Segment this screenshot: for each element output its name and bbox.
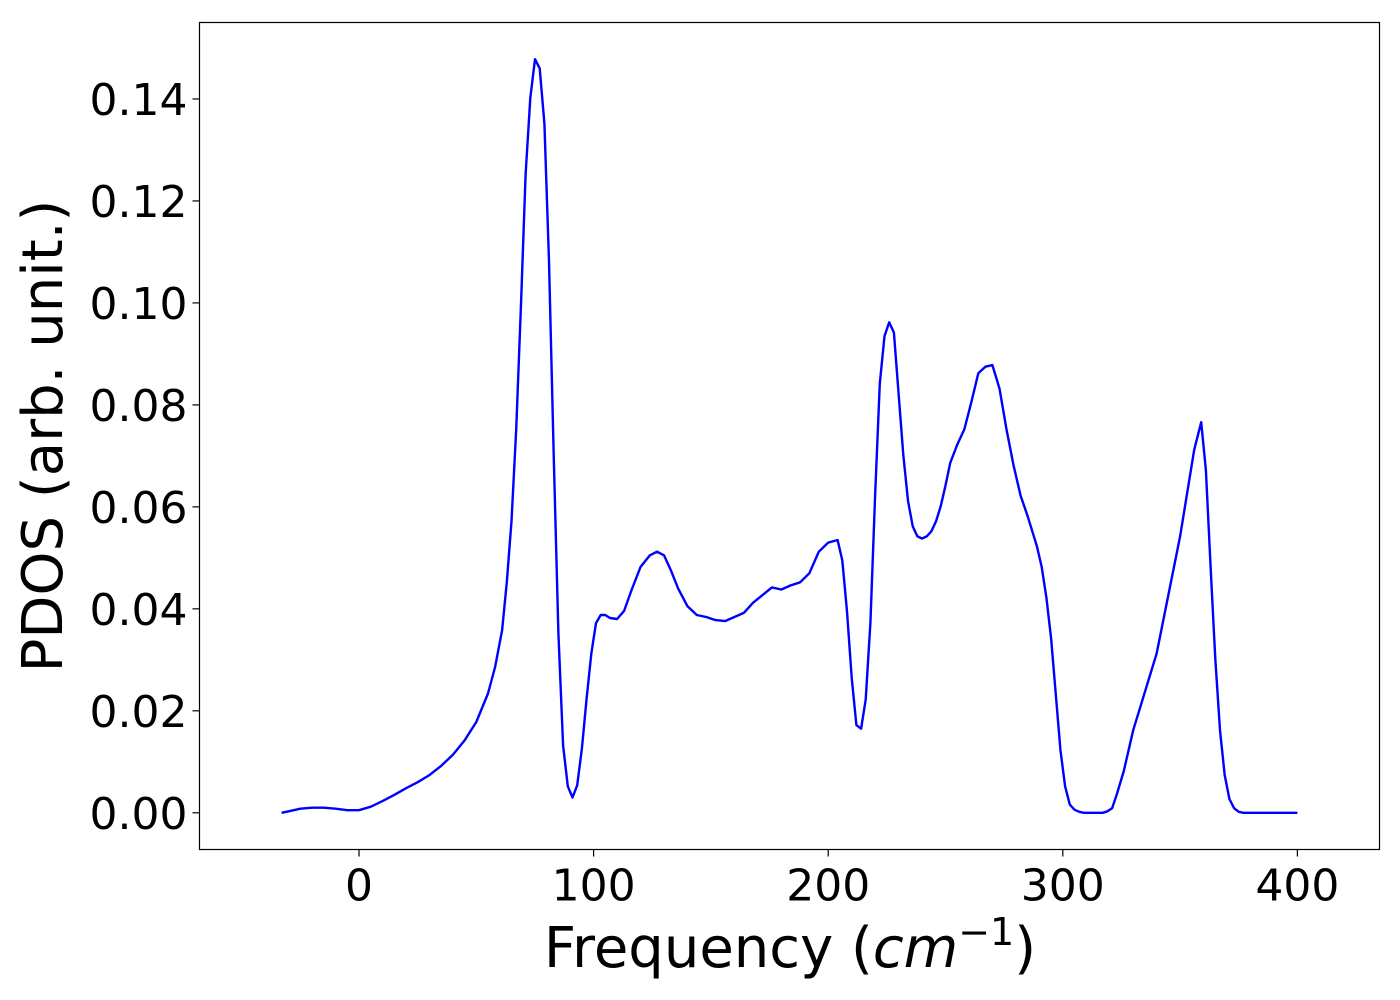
y-axis-title: PDOS (arb. unit.) [11, 200, 76, 673]
x-axis-title-exponent: −1 [958, 910, 1014, 954]
x-tick-label: 300 [1021, 861, 1105, 912]
pdos-line [281, 58, 1298, 814]
x-axis-title: Frequency (cm−1) [544, 910, 1036, 981]
y-tick-label: 0.14 [90, 75, 188, 126]
x-tick-label: 100 [552, 861, 636, 912]
y-tick-label: 0.02 [90, 687, 188, 738]
series-layer [281, 58, 1298, 814]
x-axis: 0 100 200 300 400 [345, 849, 1339, 912]
y-tick-label: 0.04 [90, 585, 188, 636]
x-axis-title-unit: cm [873, 916, 958, 981]
x-tick-label: 400 [1255, 861, 1339, 912]
x-tick-label: 200 [786, 861, 870, 912]
x-tick-label: 0 [345, 861, 373, 912]
x-axis-title-text: Frequency ( [544, 916, 873, 981]
x-axis-title-close: ) [1014, 916, 1036, 981]
y-tick-label: 0.10 [90, 279, 188, 330]
y-axis: 0.00 0.02 0.04 0.06 0.08 0.10 0.12 0.14 [90, 75, 200, 840]
plot-frame [198, 21, 1381, 851]
y-tick-label: 0.08 [90, 381, 188, 432]
y-tick-label: 0.06 [90, 483, 188, 534]
y-tick-label: 0.00 [90, 789, 188, 840]
y-tick-label: 0.12 [90, 177, 188, 228]
